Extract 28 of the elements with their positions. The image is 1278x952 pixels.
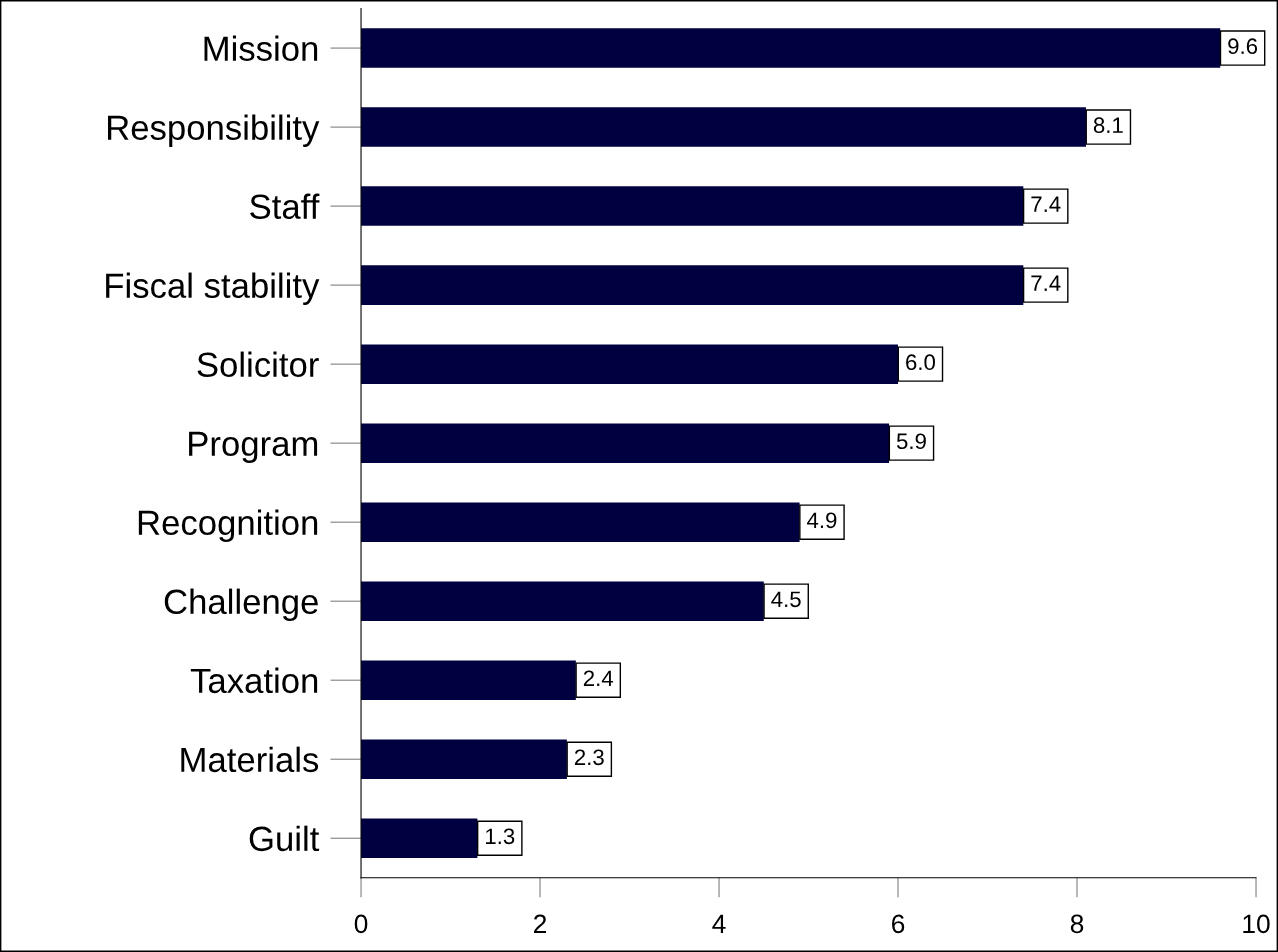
data-label: 4.5 (771, 591, 801, 608)
data-label: 2.4 (583, 670, 614, 686)
data-label: 7.4 (1031, 275, 1061, 291)
data-label: 8.1 (1093, 117, 1123, 134)
data-label: 6.0 (906, 354, 935, 371)
y-tick-label: Challenge (164, 588, 318, 621)
data-label: 2.3 (574, 749, 604, 766)
y-tick-label: Materials (181, 746, 319, 773)
data-label: 7.4 (1031, 196, 1061, 212)
x-tick-label: 4 (712, 914, 726, 933)
data-label: 4.9 (807, 512, 837, 529)
data-label: 1.3 (486, 828, 515, 845)
y-tick-label: Responsibility (108, 114, 320, 147)
x-tick-label: 8 (1070, 914, 1084, 934)
y-tick-label: Program (189, 431, 318, 463)
y-tick-label: Mission (204, 35, 318, 61)
x-tick-label: 6 (892, 914, 905, 934)
x-tick-label: 2 (534, 914, 547, 933)
y-tick-label: Taxation (190, 667, 318, 694)
y-tick-label: Staff (250, 193, 320, 220)
y-tick-label: Fiscal stability (106, 272, 320, 305)
x-tick-label: 10 (1243, 914, 1270, 934)
x-tick-label: 0 (354, 914, 368, 934)
y-tick-label: Recognition (138, 509, 318, 542)
y-tick-label: Guilt (249, 825, 320, 852)
y-tick-label: Solicitor (197, 351, 319, 378)
data-label: 5.9 (896, 433, 926, 450)
data-label: 9.6 (1228, 38, 1258, 55)
